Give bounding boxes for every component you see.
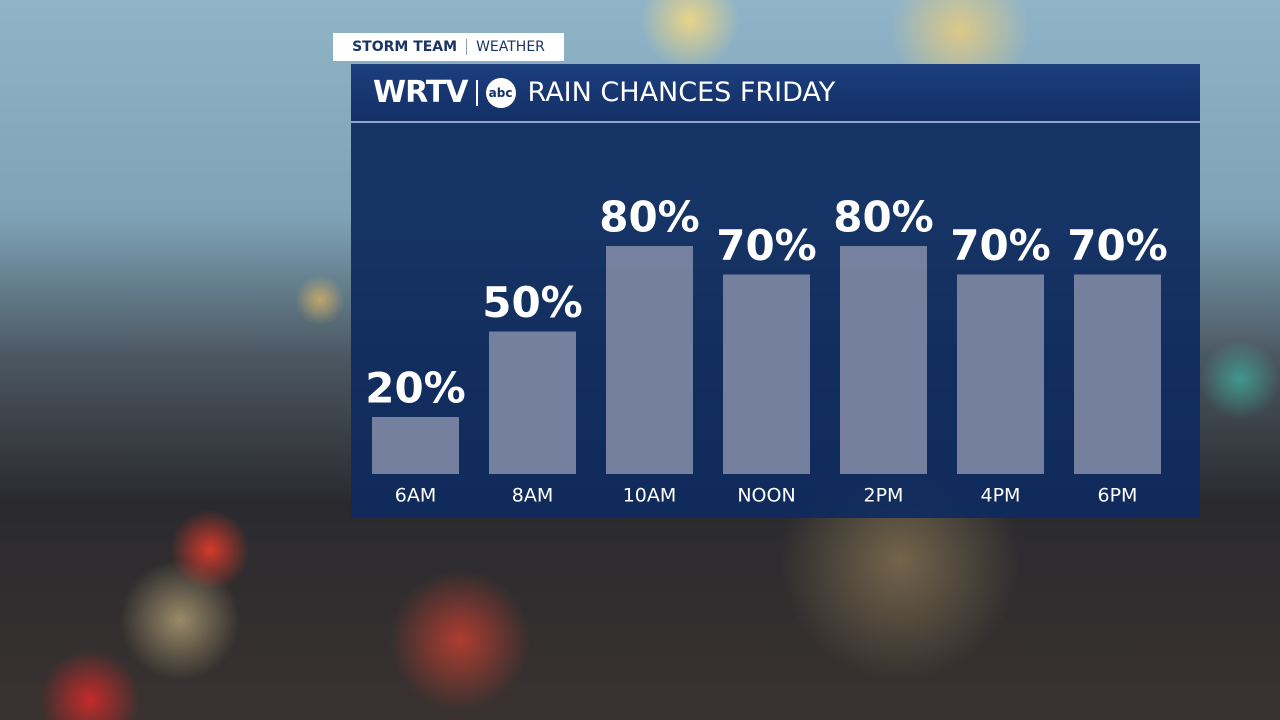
panel-header: WRTV abc RAIN CHANCES FRIDAY [351, 64, 1200, 123]
bar [723, 274, 810, 474]
bar [840, 246, 927, 474]
x-tick-label: 6PM [1098, 485, 1138, 507]
bar [372, 417, 459, 474]
x-tick-label: NOON [737, 485, 795, 507]
value-label: 20% [365, 364, 466, 413]
x-tick-label: 10AM [623, 485, 677, 507]
value-label: 70% [950, 221, 1051, 270]
segment-tag: STORM TEAM WEATHER [333, 33, 564, 61]
logo-separator [475, 79, 478, 106]
bar [957, 274, 1044, 474]
bar [1074, 274, 1161, 474]
station-logo: WRTV [373, 75, 469, 110]
tag-separator [466, 39, 468, 55]
chart-title: RAIN CHANCES FRIDAY [527, 77, 836, 108]
x-tick-label: 2PM [864, 485, 904, 507]
value-label: 70% [1067, 221, 1168, 270]
network-logo: abc [485, 77, 516, 108]
tag-right: WEATHER [476, 39, 545, 55]
bar [606, 246, 693, 474]
value-label: 80% [833, 193, 934, 242]
value-label: 80% [599, 193, 700, 242]
value-label: 50% [482, 278, 583, 327]
tag-left: STORM TEAM [352, 39, 458, 55]
bar [489, 331, 576, 474]
x-tick-label: 4PM [981, 485, 1021, 507]
x-tick-label: 6AM [395, 485, 436, 507]
x-tick-label: 8AM [512, 485, 553, 507]
value-label: 70% [716, 221, 817, 270]
